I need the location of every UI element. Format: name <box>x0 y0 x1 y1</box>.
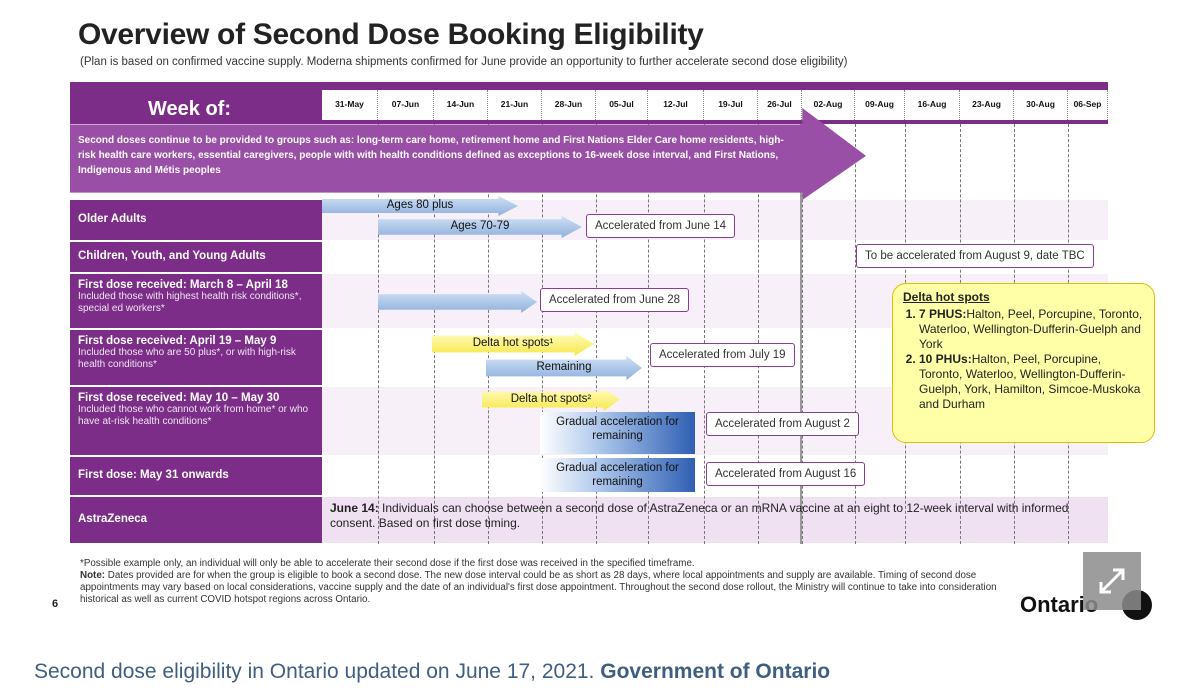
column-divider <box>378 124 379 544</box>
row-label: Older Adults <box>70 200 322 242</box>
footnotes: *Possible example only, an individual wi… <box>80 558 1010 606</box>
week-header: 19-Jul <box>704 90 758 120</box>
column-divider <box>596 124 597 544</box>
astrazeneca-text: June 14: Individuals can choose between … <box>330 501 1100 531</box>
arrow-bar: Ages 80 plus <box>322 196 518 216</box>
subtitle: (Plan is based on confirmed vaccine supp… <box>80 56 848 68</box>
week-header: 23-Aug <box>960 90 1014 120</box>
row-title: Children, Youth, and Young Adults <box>78 250 266 262</box>
gradual-bar: Gradual acceleration for remaining <box>540 412 695 454</box>
week-label: Week of: <box>148 98 231 120</box>
row-label: First dose received: March 8 – April 18 I… <box>70 274 322 330</box>
row-title: First dose received: May 10 – May 30 <box>78 392 280 404</box>
column-divider <box>434 124 435 544</box>
column-divider <box>855 124 856 544</box>
row-title: Older Adults <box>78 213 147 225</box>
row-detail: Included those with highest health risk … <box>78 291 302 314</box>
footnote: *Possible example only, an individual wi… <box>80 558 695 569</box>
expand-icon <box>1099 568 1125 594</box>
callout: Accelerated from August 16 <box>706 462 866 486</box>
delta-box: Delta hot spots 7 PHUS:Halton, Peel, Por… <box>892 283 1155 443</box>
arrow-bar: Delta hot spots² <box>482 388 620 411</box>
week-header: 06-Sep <box>1068 90 1108 120</box>
delta-item-head: 7 PHUS: <box>919 307 967 321</box>
note-head: Note: <box>80 570 106 581</box>
column-divider <box>488 124 489 544</box>
gradual-bar: Gradual acceleration for remaining <box>540 458 695 492</box>
page-number: 6 <box>52 598 59 610</box>
week-header: 14-Jun <box>434 90 488 120</box>
delta-item: 7 PHUS:Halton, Peel, Porcupine, Toronto,… <box>919 307 1144 352</box>
az-date: June 14: <box>330 501 379 515</box>
arrow-bar: Ages 70-79 <box>378 216 582 238</box>
column-divider <box>758 124 759 544</box>
callout: Accelerated from June 28 <box>540 288 690 312</box>
delta-list: 7 PHUS:Halton, Peel, Porcupine, Toronto,… <box>903 307 1144 412</box>
caption-credit: Government of Ontario <box>600 660 831 683</box>
week-header: 07-Jun <box>378 90 434 120</box>
week-header: 28-Jun <box>542 90 596 120</box>
row-detail: Included those who cannot work from home… <box>78 404 309 427</box>
row-title: First dose: May 31 onwards <box>78 469 229 481</box>
row-label: First dose: May 31 onwards <box>70 457 322 497</box>
column-divider <box>704 124 705 544</box>
callout: To be accelerated from August 9, date TB… <box>856 244 1094 268</box>
callout: Accelerated from July 19 <box>650 343 795 367</box>
note-text: Dates provided are for when the group is… <box>80 570 997 605</box>
callout: Accelerated from August 2 <box>706 412 859 436</box>
current-week-line <box>800 124 802 544</box>
week-header: 12-Jul <box>648 90 704 120</box>
delta-item-text: Halton, Peel, Porcupine, Toronto, Waterl… <box>919 307 1143 351</box>
expand-button[interactable] <box>1083 552 1141 610</box>
row-background <box>322 497 1108 545</box>
week-header: 31-May <box>322 90 378 120</box>
row-label: AstraZeneca <box>70 497 322 545</box>
arrow-bar <box>378 291 537 313</box>
week-header: 16-Aug <box>905 90 960 120</box>
delta-title: Delta hot spots <box>903 290 990 304</box>
delta-item-head: 10 PHUs: <box>919 352 972 366</box>
arrow-bar: Delta hot spots¹ <box>432 332 594 356</box>
arrow-bar: Remaining <box>486 356 642 380</box>
row-label: Children, Youth, and Young Adults <box>70 242 322 274</box>
week-header: 09-Aug <box>855 90 905 120</box>
week-header: 21-Jun <box>488 90 542 120</box>
caption: Second dose eligibility in Ontario updat… <box>34 660 830 684</box>
week-header: 26-Jul <box>758 90 802 120</box>
row-label: First dose received: May 10 – May 30 Incl… <box>70 387 322 457</box>
week-header: 30-Aug <box>1014 90 1068 120</box>
column-divider <box>802 124 803 544</box>
caption-text: Second dose eligibility in Ontario updat… <box>34 660 595 683</box>
row-title: First dose received: March 8 – April 18 <box>78 279 288 291</box>
az-body: Individuals can choose between a second … <box>330 501 1069 530</box>
column-divider <box>648 124 649 544</box>
title: Overview of Second Dose Booking Eligibil… <box>78 18 704 51</box>
delta-item: 10 PHUs:Halton, Peel, Porcupine, Toronto… <box>919 352 1144 412</box>
row-label: First dose received: April 19 – May 9 Inc… <box>70 330 322 387</box>
callout: Accelerated from June 14 <box>586 214 736 238</box>
banner-text: Second doses continue to be provided to … <box>78 135 784 176</box>
row-detail: Included those who are 50 plus*, or with… <box>78 347 296 370</box>
delta-item-text: Halton, Peel, Porcupine, Toronto, Waterl… <box>919 352 1141 411</box>
week-header: 05-Jul <box>596 90 648 120</box>
row-title: AstraZeneca <box>78 513 148 525</box>
note: Note: Dates provided are for when the gr… <box>80 570 1010 606</box>
row-title: First dose received: April 19 – May 9 <box>78 335 277 347</box>
column-divider <box>542 124 543 544</box>
